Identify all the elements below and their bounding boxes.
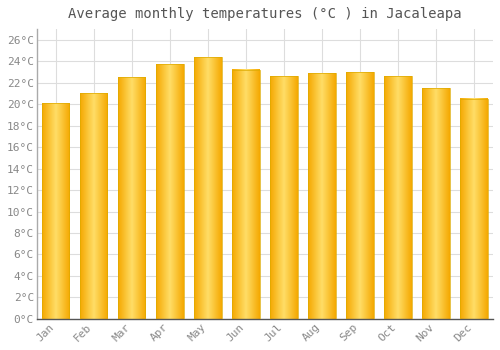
Bar [346, 72, 374, 319]
Bar [422, 88, 450, 319]
Bar [118, 77, 146, 319]
Bar [460, 99, 487, 319]
Bar [232, 70, 260, 319]
Bar [308, 73, 336, 319]
Bar [194, 57, 222, 319]
Bar [270, 76, 297, 319]
Title: Average monthly temperatures (°C ) in Jacaleapa: Average monthly temperatures (°C ) in Ja… [68, 7, 462, 21]
Bar [42, 103, 70, 319]
Bar [384, 76, 411, 319]
Bar [156, 64, 184, 319]
Bar [80, 93, 108, 319]
